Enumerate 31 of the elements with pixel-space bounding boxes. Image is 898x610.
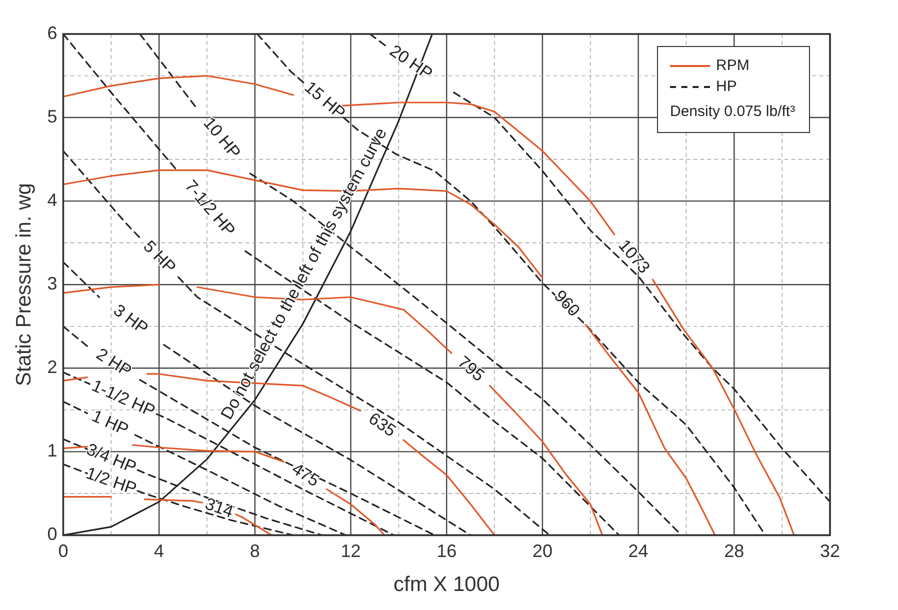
text: 795 [454, 352, 488, 386]
x-tick-label: 20 [532, 540, 552, 561]
x-tick-label: 32 [820, 540, 840, 561]
y-tick-label: 5 [47, 106, 58, 126]
y-tick-label: 1 [47, 440, 58, 461]
x-tick-label: 28 [724, 540, 744, 561]
annotation: RPM [716, 57, 750, 74]
x-axis-title: cfm X 1000 [393, 573, 500, 596]
y-tick-label: 2 [47, 357, 58, 378]
x-tick-label: 24 [628, 540, 648, 561]
text: 3 HP [110, 300, 152, 338]
text: 635 [365, 408, 400, 440]
x-tick-label: 4 [154, 540, 164, 561]
text: 960 [550, 286, 584, 320]
text: 1 HP [89, 406, 132, 440]
text: 2 HP [92, 344, 136, 381]
y-axis-title: Static Pressure in. wg [12, 183, 36, 386]
y-tick-label: 3 [47, 274, 58, 294]
text: Density 0.075 lb/ft³ [670, 103, 796, 120]
x-tick-label: 12 [340, 540, 361, 561]
text: 5 HP [140, 236, 180, 278]
y-tick-label: 0 [47, 524, 58, 544]
text: 475 [288, 459, 323, 490]
text: 15 HP [300, 78, 349, 123]
annotation: HP [716, 78, 737, 95]
text: 314 [202, 494, 236, 522]
x-tick-label: 16 [436, 540, 457, 561]
y-tick-label: 4 [47, 190, 58, 210]
x-tick-label: 8 [250, 540, 260, 561]
text: 10 HP [200, 114, 244, 162]
y-tick-label: 6 [47, 22, 58, 43]
